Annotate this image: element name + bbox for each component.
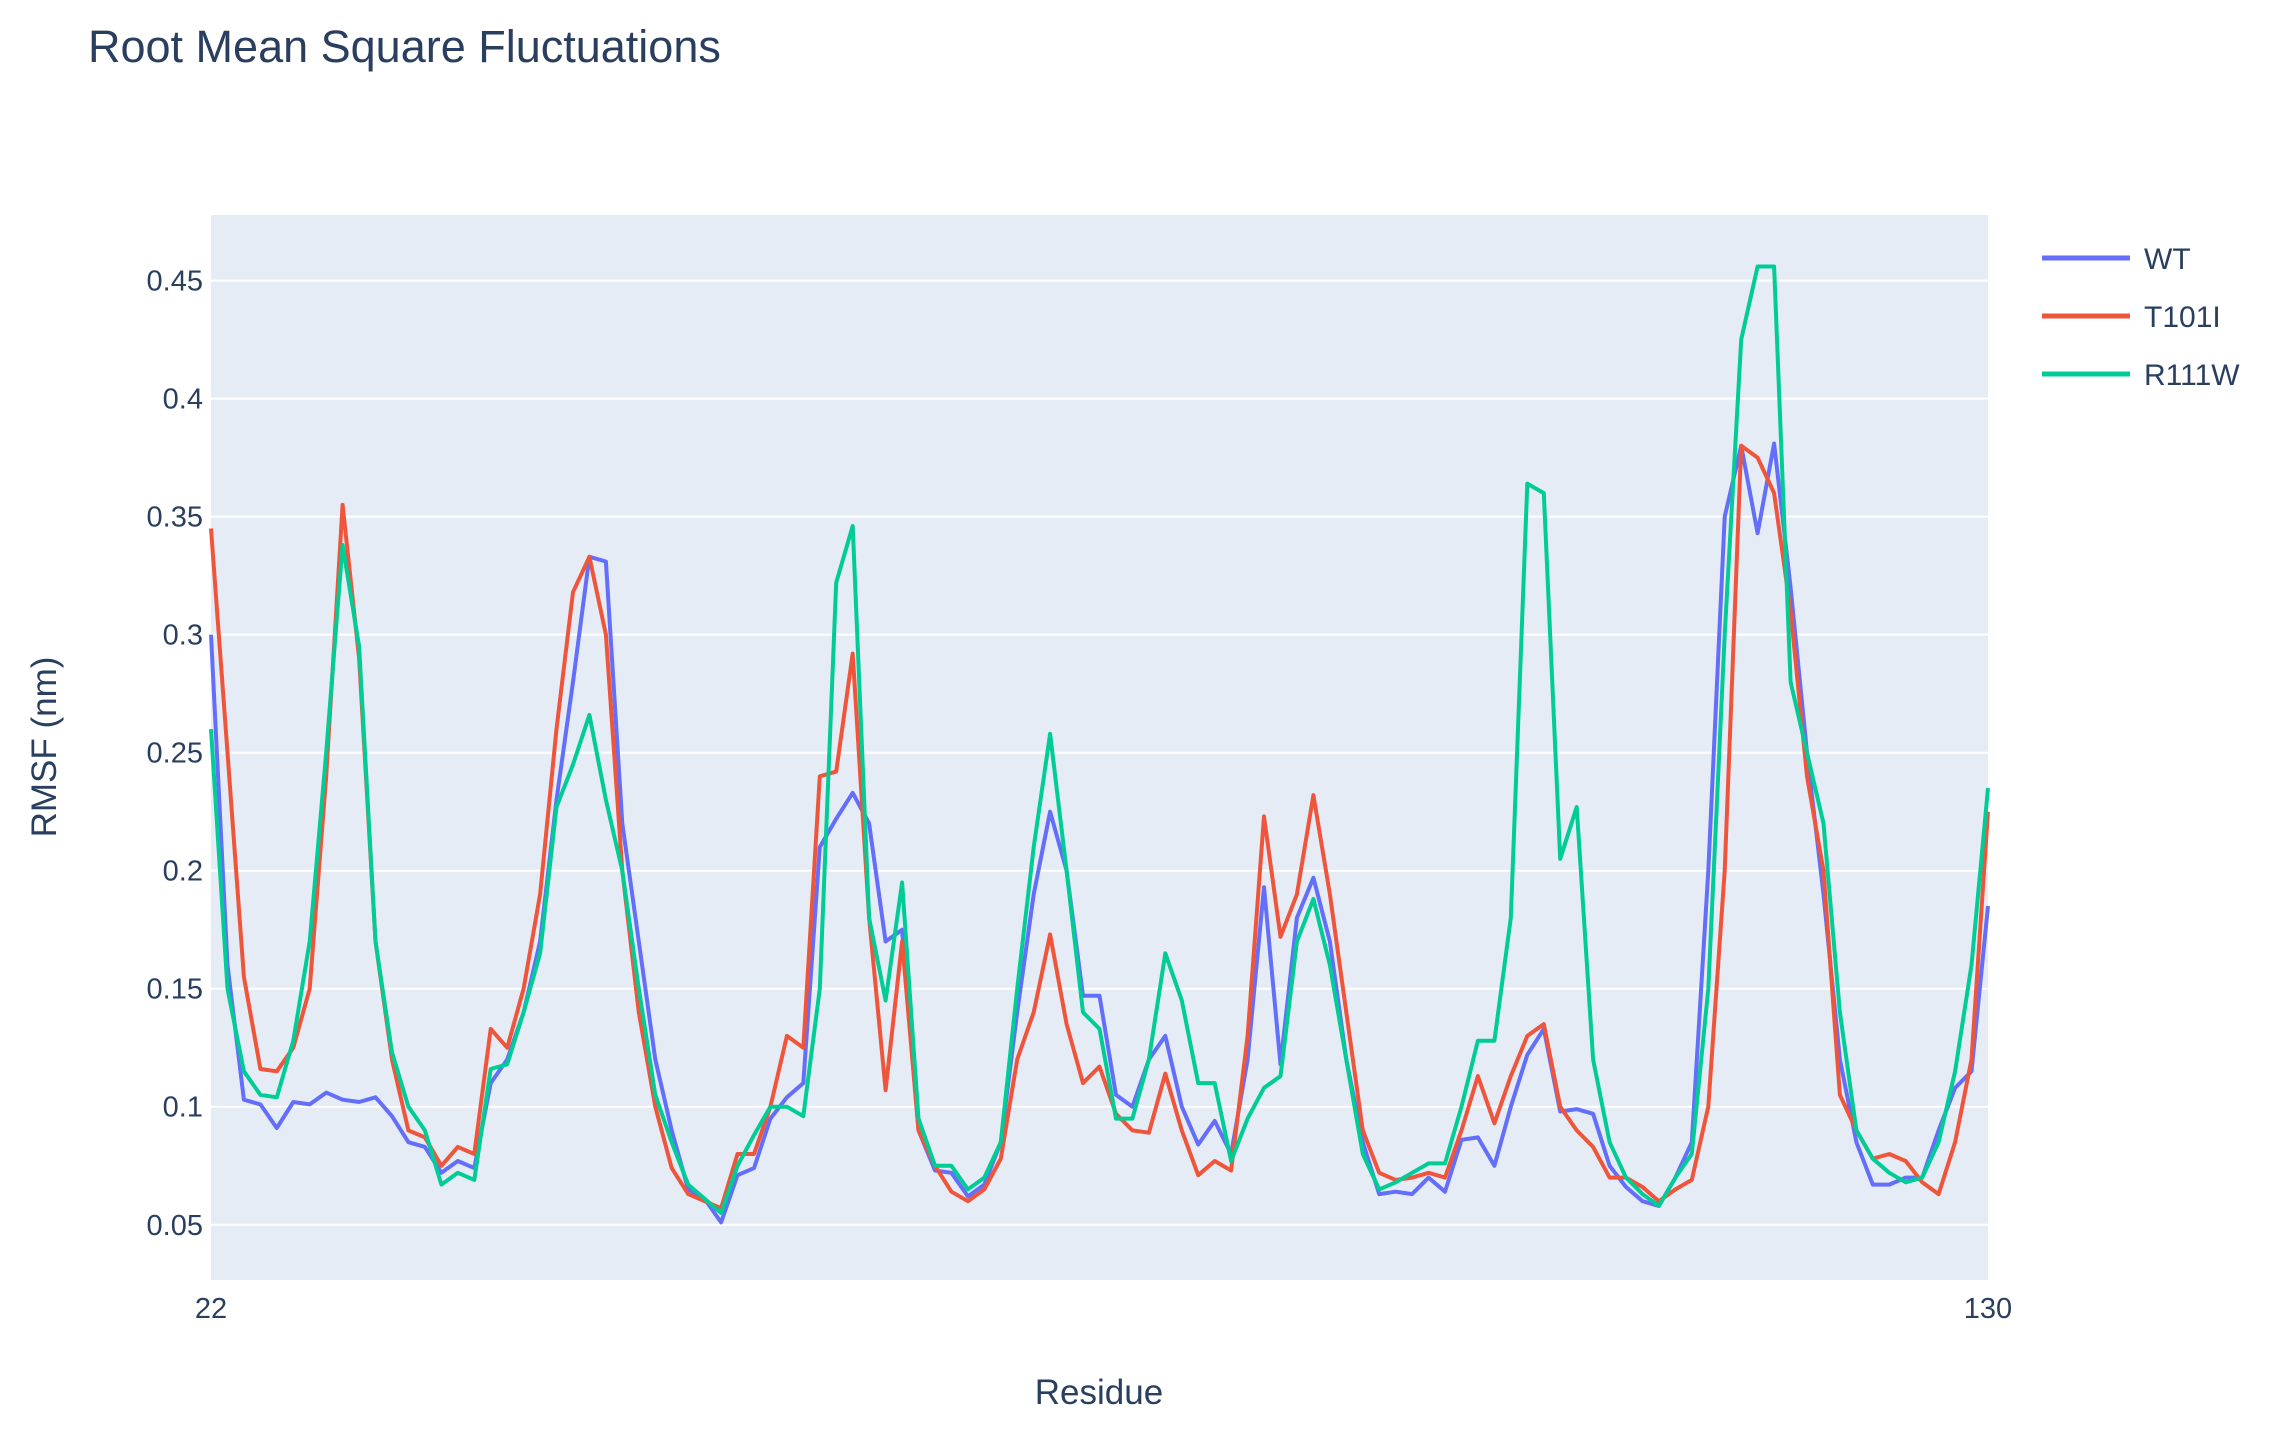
y-axis-title: RMSF (nm) [25, 657, 64, 838]
legend-item-r111w[interactable]: R111W [2042, 359, 2240, 392]
y-tick-label: 0.2 [163, 856, 203, 888]
legend-label: R111W [2144, 359, 2240, 392]
legend: WT T101I R111W [2042, 243, 2240, 392]
y-tick-label: 0.1 [163, 1092, 203, 1124]
y-tick-label: 0.35 [147, 502, 203, 534]
y-tick-label: 0.3 [163, 620, 203, 652]
y-tick-label: 0.05 [147, 1210, 203, 1242]
gridlines [211, 279, 1988, 1226]
legend-label: T101I [2144, 301, 2221, 334]
series-line-r111w [209, 264, 1990, 1215]
series-lines [209, 264, 1990, 1225]
y-tick-label: 0.15 [147, 974, 203, 1006]
x-axis-title: Residue [1035, 1373, 1163, 1412]
x-tick-label: 130 [1964, 1293, 2012, 1325]
x-tick-label: 22 [195, 1293, 227, 1325]
legend-item-t101i[interactable]: T101I [2042, 301, 2221, 334]
plot-area [211, 215, 1988, 1280]
legend-label: WT [2144, 243, 2191, 276]
y-axis-ticks: 0.05 0.1 0.15 0.2 0.25 0.3 0.35 0.4 0.45 [147, 266, 203, 1242]
y-tick-label: 0.4 [163, 384, 203, 416]
x-axis-ticks: 22 130 [195, 1293, 2012, 1325]
series-line-t101i [209, 443, 1990, 1211]
y-tick-label: 0.25 [147, 738, 203, 770]
y-tick-label: 0.45 [147, 266, 203, 298]
legend-item-wt[interactable]: WT [2042, 243, 2191, 276]
chart-title: Root Mean Square Fluctuations [88, 21, 721, 72]
